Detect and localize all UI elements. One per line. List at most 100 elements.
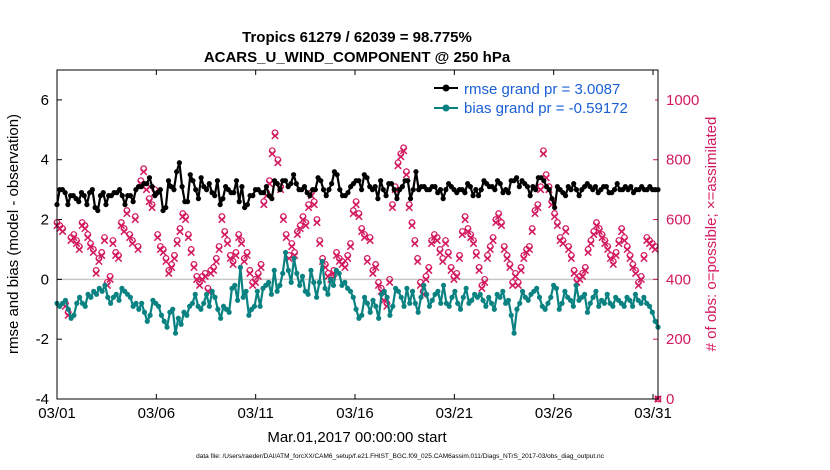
obs-assimilated-marker [598,233,606,242]
rmse-point [432,184,438,190]
obs-assimilated-marker [550,212,559,221]
bias-point [147,312,153,318]
rmse-point [527,193,533,199]
bias-point [266,279,272,285]
obs-assimilated-marker [128,239,137,248]
legend-rmse-label: rmse grand pr = 3.0087 [464,81,620,98]
obs-assimilated-marker [139,167,148,176]
y-axis-label: rmse and bias (model - observation) [5,114,22,354]
bias-point [610,303,616,309]
y2-tick-label: 600 [666,212,691,229]
obs-assimilated-marker [360,233,369,242]
bias-point [282,249,289,256]
bias-point [412,300,418,306]
rmse-point [130,199,136,205]
bias-point [652,318,658,324]
bias-point [294,270,300,276]
obs-assimilated-marker [534,203,542,212]
obs-assimilated-marker [254,272,262,281]
bias-point [587,300,593,306]
bias-point [373,303,379,309]
bias-point [446,303,452,309]
obs-assimilated-marker [369,269,377,278]
bias-point [232,282,238,288]
obs-assimilated-marker [234,233,243,242]
obs-assimilated-marker [58,227,67,236]
bias-point [361,294,368,300]
obs-assimilated-marker [341,263,349,272]
bias-point [288,279,294,285]
obs-assimilated-marker [299,215,307,224]
rmse-point [541,178,547,184]
obs-assimilated-marker [455,254,464,263]
obs-assimilated-marker [475,266,483,275]
rmse-point [516,184,522,190]
obs-assimilated-marker [592,221,601,230]
rmse-point [84,201,90,208]
rmse-point [263,184,269,190]
y-tick-labels: -4 -2 0 2 4 6 [36,92,49,408]
obs-assimilated-marker [229,260,237,269]
obs-assimilated-marker [436,248,444,257]
bias-point [409,288,416,294]
rmse-point [410,187,416,193]
obs-assimilated-marker [349,209,358,218]
obs-assimilated-marker [397,153,405,161]
rmse-point [203,187,210,193]
obs-assimilated-marker [167,263,176,272]
bias-point [212,294,218,300]
rmse-point [378,178,384,184]
legend-bias-label: bias grand pr = -0.59172 [464,100,628,117]
rmse-point [326,187,332,193]
rmse-point [244,201,250,208]
rmse-point [592,184,599,190]
rmse-point [358,187,365,193]
bias-point [536,294,543,300]
obs-assimilated-marker [503,254,511,263]
rmse-point [157,187,163,193]
bias-point [328,276,334,282]
obs-assimilated-marker [511,272,520,281]
obs-assimilated-marker [612,251,620,260]
bias-point [155,303,162,309]
bias-point [390,303,396,309]
obs-assimilated-marker [433,236,441,245]
rmse-point [95,207,101,214]
rmse-point [405,178,411,184]
bias-point [184,312,190,318]
rmse-point [603,184,609,190]
bias-point [486,294,492,300]
rmse-point [307,193,313,199]
obs-assimilated-marker [274,158,282,167]
bias-point [596,303,602,309]
bias-point [584,309,591,315]
bias-point [189,300,196,306]
obs-assimilated-marker [402,170,411,179]
bias-point [401,303,407,309]
obs-assimilated-marker [226,254,235,263]
bias-point [319,258,325,265]
obs-assimilated-marker [316,239,324,248]
bias-point [381,288,387,294]
rmse-point [146,175,153,181]
obs-assimilated-marker [531,209,539,218]
bias-point [477,291,483,297]
obs-assimilated-marker [439,257,447,266]
obs-assimilated-marker [651,245,659,254]
obs-assimilated-marker [539,150,548,158]
obs-assimilated-marker [606,254,615,263]
obs-assimilated-marker [296,224,304,233]
legend: rmse grand pr = 3.0087 bias grand pr = -… [427,76,655,118]
rmse-point [364,175,370,181]
bias-point [463,285,469,291]
bias-point [395,288,402,294]
obs-assimilated-marker [187,248,195,257]
rmse-point [193,187,199,193]
obs-assimilated-marker [123,209,131,218]
bias-point [277,282,283,288]
rmse-point [399,184,405,190]
rmse-point [568,187,574,193]
obs-assimilated-marker [125,233,134,242]
obs-assimilated-marker [626,254,634,263]
obs-assimilated-marker [195,281,204,290]
